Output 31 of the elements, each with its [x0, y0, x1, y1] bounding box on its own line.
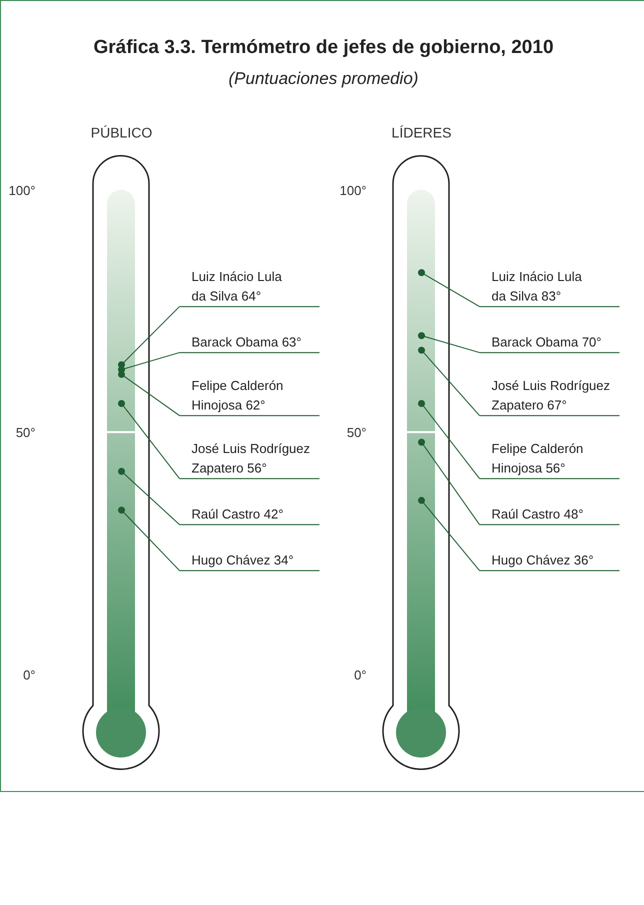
- chart-title: Gráfica 3.3. Termómetro de jefes de gobierno, 2010: [92, 36, 555, 60]
- y-tick-label: 0°: [354, 667, 367, 682]
- y-tick-label: 50°: [346, 425, 367, 440]
- text: Raúl Castro 48°: [492, 506, 584, 522]
- point: [118, 400, 125, 407]
- text: Raúl Castro 42°: [192, 506, 284, 522]
- text: Felipe Calderón Hinojosa 56°: [492, 441, 584, 476]
- point: [418, 332, 425, 340]
- point: [418, 438, 425, 446]
- text: Hugo Chávez 36°: [492, 552, 594, 568]
- text: José Luis Rodríguez Zapatero 67°: [492, 378, 610, 413]
- text: Felipe Calderón Hinojosa 62°: [192, 378, 284, 413]
- point: [418, 346, 425, 354]
- point: [418, 269, 425, 276]
- text: Luiz Inácio Lula da Silva 64°: [192, 269, 282, 304]
- x-tick-label: PÚBLICO: [90, 124, 152, 140]
- point: [118, 506, 125, 514]
- y-tick-label: 100°: [340, 182, 366, 198]
- x-tick-label: LÍDERES: [392, 124, 452, 140]
- text: Barack Obama 63°: [192, 334, 302, 350]
- text: Barack Obama 70°: [492, 334, 602, 350]
- point: [418, 496, 425, 504]
- text: 50°: [16, 425, 36, 440]
- text: José Luis Rodríguez Zapatero 56°: [192, 441, 310, 476]
- text: Luiz Inácio Lula da Silva 83°: [492, 269, 582, 304]
- text: 0°: [23, 667, 36, 682]
- point: [118, 468, 125, 475]
- chart-subtitle: (Puntuaciones promedio): [228, 68, 420, 90]
- point: [418, 400, 425, 407]
- text: Hugo Chávez 34°: [192, 552, 294, 568]
- text: 100°: [8, 182, 36, 198]
